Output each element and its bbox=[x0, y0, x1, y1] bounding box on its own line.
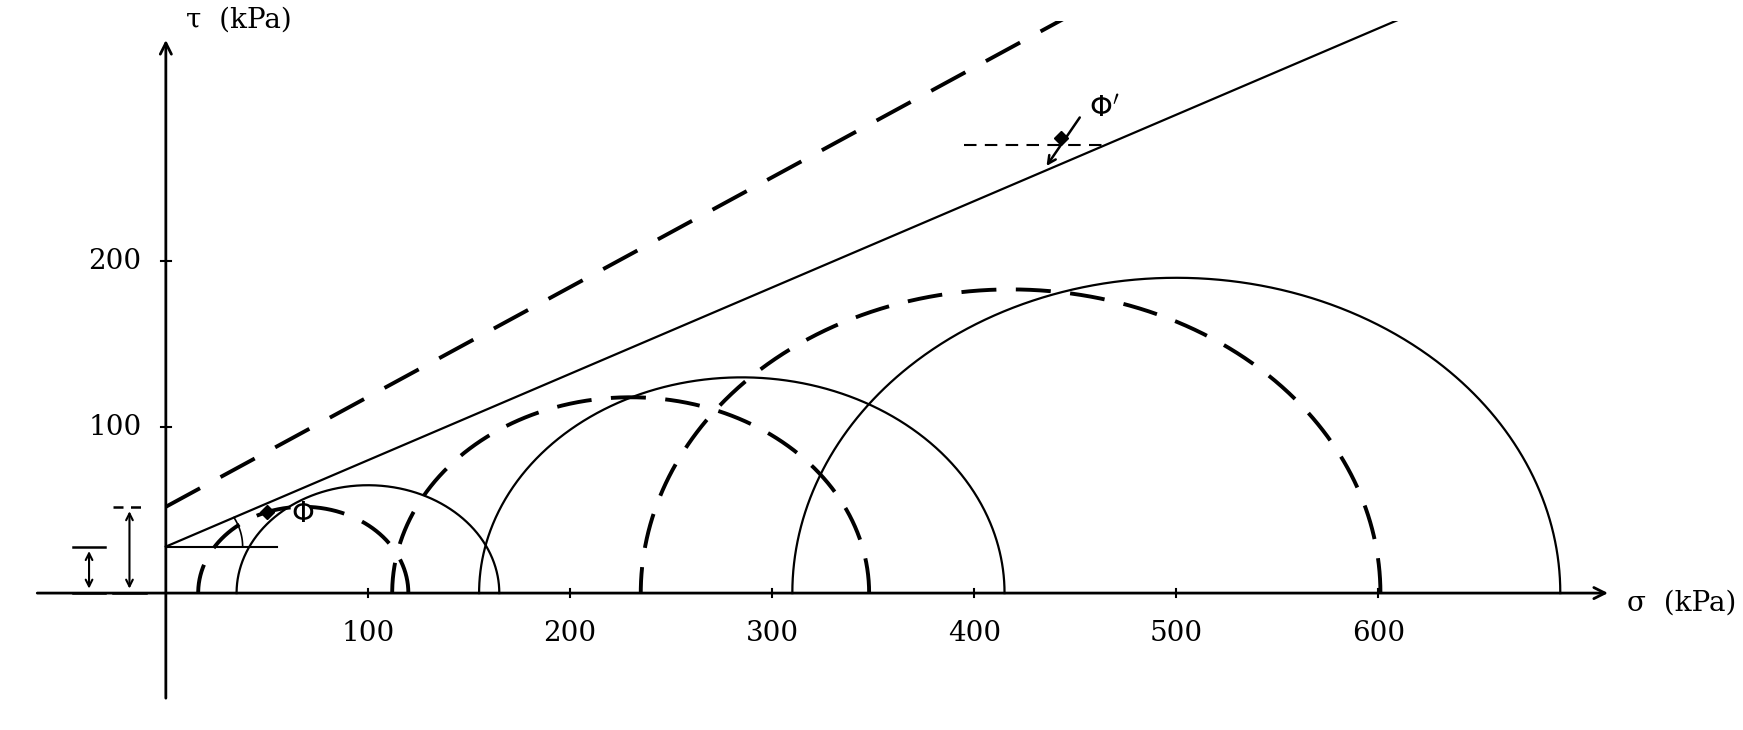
Text: 400: 400 bbox=[948, 620, 1000, 647]
Text: 500: 500 bbox=[1150, 620, 1203, 647]
Text: $\Phi$: $\Phi$ bbox=[291, 499, 314, 528]
Text: 300: 300 bbox=[746, 620, 798, 647]
Text: $\Phi'$: $\Phi'$ bbox=[1089, 94, 1121, 123]
Text: 600: 600 bbox=[1353, 620, 1405, 647]
Text: 200: 200 bbox=[544, 620, 596, 647]
Text: σ  (kPa): σ (kPa) bbox=[1626, 590, 1736, 617]
Text: 100: 100 bbox=[342, 620, 394, 647]
Text: τ  (kPa): τ (kPa) bbox=[187, 7, 291, 34]
Text: 200: 200 bbox=[89, 247, 141, 274]
Text: 100: 100 bbox=[89, 414, 141, 441]
